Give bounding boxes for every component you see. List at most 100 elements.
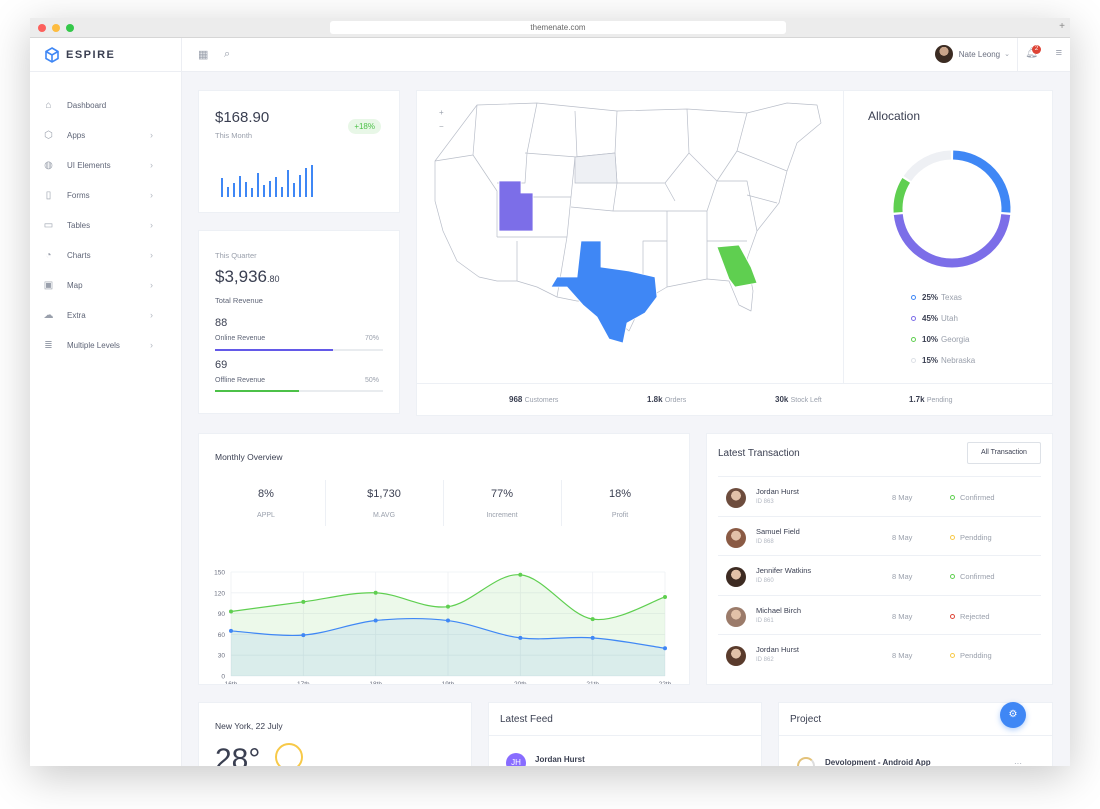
data-point[interactable] bbox=[301, 633, 306, 638]
table-row[interactable]: Jordan Hurst ID 863 8 May Confirmed bbox=[718, 476, 1041, 516]
zoom-out-icon[interactable]: − bbox=[439, 122, 444, 131]
donut-slice-nebraska[interactable] bbox=[903, 150, 952, 182]
state-utah[interactable] bbox=[498, 180, 534, 232]
map-stat: 1.8k Orders bbox=[647, 395, 686, 404]
data-point[interactable] bbox=[663, 594, 667, 599]
sun-icon bbox=[275, 743, 303, 766]
online-revenue-label: Online Revenue bbox=[215, 335, 266, 342]
kpi-mavg: $1,730 M.AVG bbox=[325, 480, 443, 526]
chevron-down-icon: ⌄ bbox=[1004, 51, 1010, 58]
sidebar-item-tables[interactable]: ▭ Tables › bbox=[30, 210, 181, 240]
legend-pct: 15% bbox=[922, 356, 939, 365]
data-point[interactable] bbox=[301, 599, 306, 604]
sidebar-item-ui-elements[interactable]: ◍ UI Elements › bbox=[30, 150, 181, 180]
table-row[interactable]: Jennifer Watkins ID 860 8 May Confirmed bbox=[718, 555, 1041, 595]
brand-name: ESPIRE bbox=[66, 48, 116, 61]
offline-revenue-pct: 50% bbox=[364, 377, 379, 384]
kpi-label: Profit bbox=[611, 512, 629, 519]
transaction-name: Samuel Field bbox=[756, 526, 800, 536]
donut-slice-georgia[interactable] bbox=[893, 178, 911, 213]
more-icon[interactable]: ··· bbox=[1014, 759, 1022, 766]
status-dot bbox=[950, 613, 955, 619]
data-point[interactable] bbox=[446, 604, 450, 609]
new-tab-button[interactable]: + bbox=[1059, 21, 1065, 32]
kpi-value: 18% bbox=[608, 488, 632, 500]
us-outline bbox=[434, 102, 822, 332]
sidebar-item-forms[interactable]: ▯ Forms › bbox=[30, 180, 181, 210]
layers-icon: ≣ bbox=[44, 339, 53, 351]
avatar bbox=[726, 567, 746, 588]
sidebar-item-label: Dashboard bbox=[67, 100, 107, 110]
sidebar-item-map[interactable]: ▣ Map › bbox=[30, 270, 181, 300]
maximize-window-button[interactable] bbox=[66, 24, 74, 32]
brand[interactable]: ESPIRE bbox=[30, 38, 181, 72]
data-point[interactable] bbox=[373, 618, 378, 623]
topbar: ▦ ⌕ Nate Leong ⌄ 🔔︎ 2 ≡ bbox=[182, 38, 1070, 72]
legend-dot bbox=[911, 337, 916, 342]
notification-badge: 2 bbox=[1032, 45, 1041, 54]
search-icon[interactable]: ⌕ bbox=[224, 48, 231, 60]
project-item[interactable]: Devolopment - Android App bbox=[825, 758, 931, 766]
data-point[interactable] bbox=[518, 635, 523, 640]
transaction-date: 8 May bbox=[892, 572, 913, 582]
data-point[interactable] bbox=[518, 572, 523, 577]
chevron-right-icon: › bbox=[150, 220, 153, 230]
data-point[interactable] bbox=[590, 617, 595, 622]
quarter-card: This Quarter $3,936.80 Total Revenue 88 … bbox=[198, 230, 400, 414]
transaction-date: 8 May bbox=[892, 493, 913, 502]
map-card: + − Allocation 25% Texas 45% Utah 10% Georgia… bbox=[416, 90, 1053, 416]
status-dot bbox=[950, 574, 955, 580]
address-bar[interactable]: themenate.com bbox=[330, 21, 786, 34]
chevron-right-icon: › bbox=[150, 190, 153, 200]
us-map[interactable]: + − bbox=[417, 91, 843, 383]
sidebar-item-apps[interactable]: ⬡ Apps › bbox=[30, 120, 181, 150]
legend-item: 25% Texas bbox=[911, 287, 975, 308]
table-row[interactable]: Jordan Hurst ID 862 8 May Pendding bbox=[718, 634, 1041, 674]
transaction-id: ID 868 bbox=[756, 538, 774, 545]
data-point[interactable] bbox=[229, 628, 233, 633]
data-point[interactable] bbox=[663, 646, 667, 651]
data-point[interactable] bbox=[229, 609, 233, 614]
transactions-title: Latest Transaction bbox=[718, 448, 800, 459]
feed-author[interactable]: Jordan Hurst bbox=[535, 755, 585, 764]
state-texas[interactable] bbox=[550, 240, 658, 344]
table-row[interactable]: Samuel Field ID 868 8 May Pendding bbox=[718, 515, 1041, 556]
allocation-donut-chart bbox=[893, 150, 1011, 268]
sidebar-item-multiple-levels[interactable]: ≣ Multiple Levels › bbox=[30, 330, 181, 360]
state-georgia[interactable] bbox=[716, 244, 758, 288]
map-stat-value: 968 bbox=[509, 395, 523, 404]
status-label: Pendding bbox=[960, 651, 992, 661]
status-badge: Pendding bbox=[950, 533, 992, 542]
sidebar-item-label: UI Elements bbox=[67, 160, 111, 170]
settings-fab-button[interactable]: ⚙ bbox=[1000, 702, 1026, 728]
change-badge: +18% bbox=[348, 119, 381, 134]
x-tick-label: 16th bbox=[225, 681, 238, 684]
data-point[interactable] bbox=[446, 618, 450, 623]
divider bbox=[443, 480, 444, 526]
state-nebraska[interactable] bbox=[574, 152, 618, 184]
mini-bar bbox=[245, 182, 247, 197]
sidebar-item-extra[interactable]: ☁ Extra › bbox=[30, 300, 181, 330]
legend-item: 15% Nebraska bbox=[911, 350, 975, 371]
offline-revenue-value: 69 bbox=[215, 359, 228, 371]
close-window-button[interactable] bbox=[38, 24, 46, 32]
zoom-in-icon[interactable]: + bbox=[439, 108, 444, 117]
donut-slice-utah[interactable] bbox=[893, 214, 1011, 268]
sidebar-item-dashboard[interactable]: ⌂ Dashboard bbox=[30, 90, 181, 120]
browser-chrome: themenate.com + bbox=[30, 18, 1070, 38]
mini-bar bbox=[287, 170, 289, 197]
menu-icon[interactable]: ≡ bbox=[1055, 47, 1062, 59]
data-point[interactable] bbox=[590, 635, 595, 640]
map-stat-value: 30k bbox=[775, 395, 789, 404]
table-row[interactable]: Michael Birch ID 861 8 May Rejected bbox=[718, 594, 1041, 635]
minimize-window-button[interactable] bbox=[52, 24, 60, 32]
bell-icon[interactable]: 🔔︎ bbox=[1025, 48, 1038, 59]
user-menu[interactable]: Nate Leong ⌄ bbox=[934, 45, 1010, 63]
x-tick-label: 21th bbox=[586, 681, 599, 684]
sidebar-nav: ⌂ Dashboard ⬡ Apps › ◍ UI Elements › ▯ Forms › ▭ Tab… bbox=[30, 72, 181, 360]
donut-slice-texas[interactable] bbox=[952, 150, 1011, 213]
all-transaction-button[interactable]: All Transaction bbox=[967, 442, 1041, 464]
data-point[interactable] bbox=[373, 590, 378, 595]
sidebar-item-charts[interactable]: ◔ Charts › bbox=[30, 240, 181, 270]
grid-icon[interactable]: ▦ bbox=[198, 49, 209, 61]
